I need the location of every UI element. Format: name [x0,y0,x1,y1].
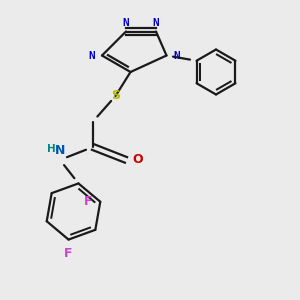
Text: F: F [84,195,93,208]
Text: S: S [111,89,120,103]
Text: N: N [89,50,95,61]
Text: H: H [46,144,56,154]
Text: O: O [132,153,142,167]
Text: N: N [153,18,159,28]
Text: N: N [123,18,129,28]
Text: F: F [64,247,73,260]
Text: N: N [173,50,180,61]
Text: N: N [55,145,65,158]
